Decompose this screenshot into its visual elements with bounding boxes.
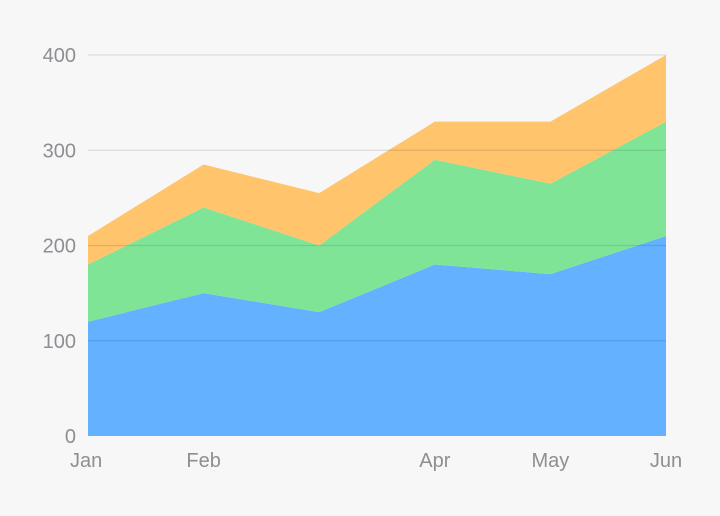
area-series-2 <box>88 121 666 322</box>
grid-lines <box>88 54 666 342</box>
y-tick-label: 200 <box>43 236 76 258</box>
x-tick-label: Feb <box>186 450 220 472</box>
y-tick-label: 300 <box>43 140 76 162</box>
y-tick-label: 400 <box>43 45 76 67</box>
x-tick-label: Apr <box>419 450 450 472</box>
x-tick-label: Jan <box>70 450 102 472</box>
area-series <box>88 55 666 436</box>
x-tick-label: May <box>532 450 570 472</box>
y-tick-label: 100 <box>43 331 76 353</box>
axes: 0 100 200 300 400 Jan Feb Apr May Jun <box>43 45 683 472</box>
y-tick-label: 0 <box>65 426 76 448</box>
area-series-3 <box>88 55 666 265</box>
x-tick-label: Jun <box>650 450 682 472</box>
area-series-1 <box>88 235 666 436</box>
